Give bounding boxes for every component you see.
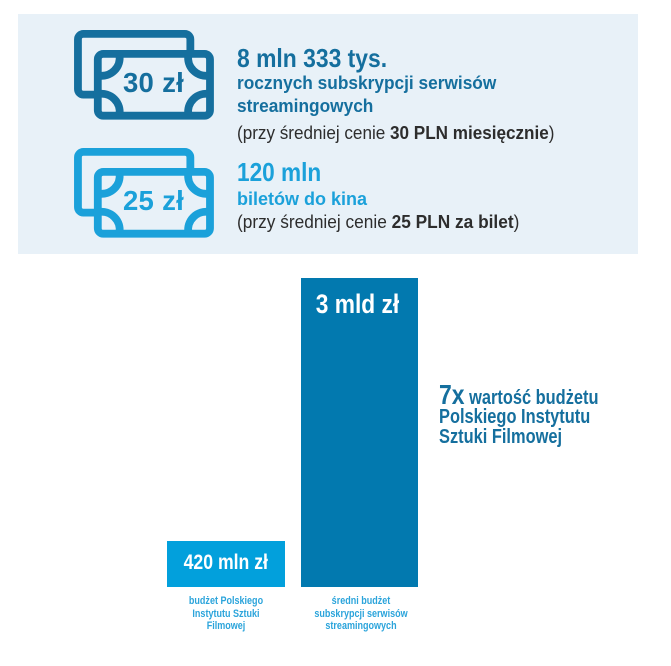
svg-text:30 zł: 30 zł bbox=[123, 67, 184, 98]
svg-text:25 zł: 25 zł bbox=[123, 185, 184, 216]
